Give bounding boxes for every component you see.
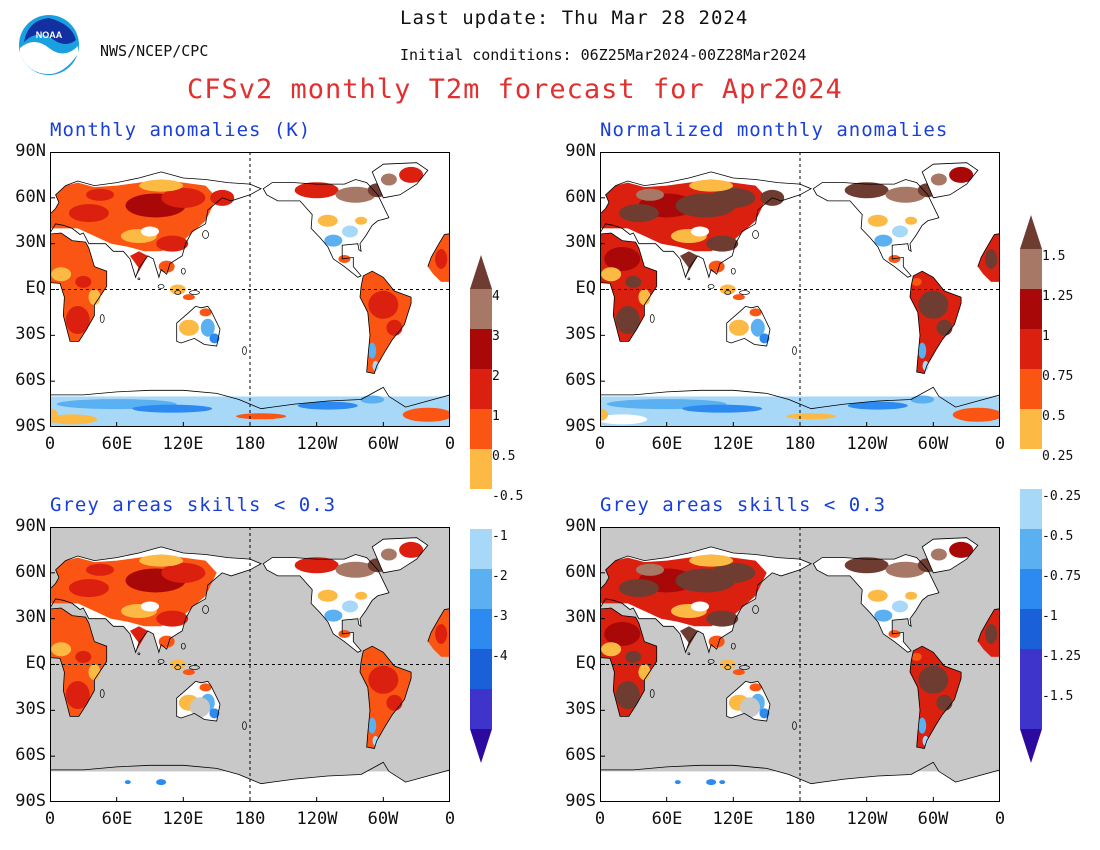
panel-title-1: Monthly anomalies (K) (50, 119, 312, 141)
lat-tick: 60S (15, 745, 46, 765)
lat-tick: 90N (15, 516, 46, 536)
lat-tick: 90S (15, 416, 46, 436)
colorbar-label: -1 (492, 529, 508, 544)
lon-tick: 0 (44, 434, 56, 454)
colorbar-label: 3 (492, 329, 500, 344)
page-title: CFSv2 monthly T2m forecast for Apr2024 (187, 74, 843, 105)
colorbar-label: 0.25 (1042, 449, 1074, 464)
lat-tick: 60N (15, 562, 46, 582)
lat-tick: 30N (15, 232, 46, 252)
colorbar-label: 0.5 (1042, 409, 1066, 424)
lat-tick: 60N (565, 562, 596, 582)
lat-tick: 30S (15, 699, 46, 719)
lon-tick: 60E (651, 434, 683, 454)
map-monthly-anomalies (50, 152, 450, 427)
lon-tick: 0 (994, 809, 1006, 829)
lon-tick: 0 (594, 809, 606, 829)
lon-tick: 60E (101, 434, 133, 454)
colorbar-normalized (1020, 215, 1042, 763)
last-update: Last update: Thu Mar 28 2024 (400, 7, 749, 29)
lat-tick: 90S (15, 791, 46, 811)
lon-tick: 60E (101, 809, 133, 829)
noaa-logo: NOAA (18, 14, 80, 76)
colorbar-label: 1 (492, 409, 500, 424)
colorbar-label: 1.5 (1042, 249, 1066, 264)
colorbar-label: 2 (492, 369, 500, 384)
lon-tick: 180 (784, 434, 816, 454)
panel-title-3: Grey areas skills < 0.3 (50, 494, 337, 516)
colorbar-label: -3 (492, 609, 508, 624)
lon-tick: 120W (296, 434, 338, 454)
colorbar-label: -0.75 (1042, 569, 1082, 584)
lon-tick: 60W (367, 809, 399, 829)
panel-title-2: Normalized monthly anomalies (600, 119, 949, 141)
lat-tick: 60N (565, 187, 596, 207)
map-skill-masked-anomalies (50, 527, 450, 802)
colorbar-label: -0.5 (492, 489, 524, 504)
colorbar-label: -1.5 (1042, 689, 1074, 704)
lat-tick: 60S (15, 370, 46, 390)
lon-tick: 0 (594, 434, 606, 454)
lon-tick: 180 (234, 434, 266, 454)
colorbar-label: -2 (492, 569, 508, 584)
lat-tick: 90N (565, 516, 596, 536)
lat-tick: 30N (565, 607, 596, 627)
colorbar-label: 1 (1042, 329, 1050, 344)
lon-tick: 120W (296, 809, 338, 829)
lon-tick: 60W (917, 809, 949, 829)
org-label: NWS/NCEP/CPC (100, 42, 209, 60)
lat-tick: 30S (15, 324, 46, 344)
colorbar-label: 0.5 (492, 449, 516, 464)
lat-tick: 90S (565, 416, 596, 436)
lon-tick: 0 (444, 434, 456, 454)
lat-tick: EQ (575, 278, 596, 298)
colorbar-label: -1.25 (1042, 649, 1082, 664)
colorbar-label: -4 (492, 649, 508, 664)
colorbar-label: 0.75 (1042, 369, 1074, 384)
lon-tick: 120E (712, 434, 754, 454)
lon-tick: 60E (651, 809, 683, 829)
colorbar-label: -0.25 (1042, 489, 1082, 504)
lat-tick: 90N (15, 141, 46, 161)
lon-tick: 120W (846, 434, 888, 454)
lon-tick: 60W (917, 434, 949, 454)
colorbar-label: 4 (492, 289, 500, 304)
lat-tick: EQ (25, 278, 46, 298)
lat-tick: 30N (565, 232, 596, 252)
lon-tick: 120W (846, 809, 888, 829)
lat-tick: 60N (15, 187, 46, 207)
map-skill-masked-normalized (600, 527, 1000, 802)
colorbar-label: -1 (1042, 609, 1058, 624)
lat-tick: 90N (565, 141, 596, 161)
lon-tick: 120E (712, 809, 754, 829)
colorbar-absolute (470, 255, 492, 763)
lat-tick: 30S (565, 699, 596, 719)
colorbar-label: 1.25 (1042, 289, 1074, 304)
colorbar-label: -0.5 (1042, 529, 1074, 544)
initial-conditions: Initial conditions: 06Z25Mar2024-00Z28Ma… (400, 46, 807, 64)
lon-tick: 0 (994, 434, 1006, 454)
lat-tick: EQ (25, 653, 46, 673)
svg-text:NOAA: NOAA (36, 30, 63, 40)
map-normalized-anomalies (600, 152, 1000, 427)
lat-tick: 60S (565, 370, 596, 390)
lon-tick: 120E (162, 809, 204, 829)
lon-tick: 60W (367, 434, 399, 454)
lon-tick: 120E (162, 434, 204, 454)
lon-tick: 180 (784, 809, 816, 829)
lon-tick: 0 (44, 809, 56, 829)
lat-tick: 90S (565, 791, 596, 811)
panel-title-4: Grey areas skills < 0.3 (600, 494, 887, 516)
lon-tick: 180 (234, 809, 266, 829)
lat-tick: EQ (575, 653, 596, 673)
lat-tick: 60S (565, 745, 596, 765)
lat-tick: 30S (565, 324, 596, 344)
lat-tick: 30N (15, 607, 46, 627)
lon-tick: 0 (444, 809, 456, 829)
